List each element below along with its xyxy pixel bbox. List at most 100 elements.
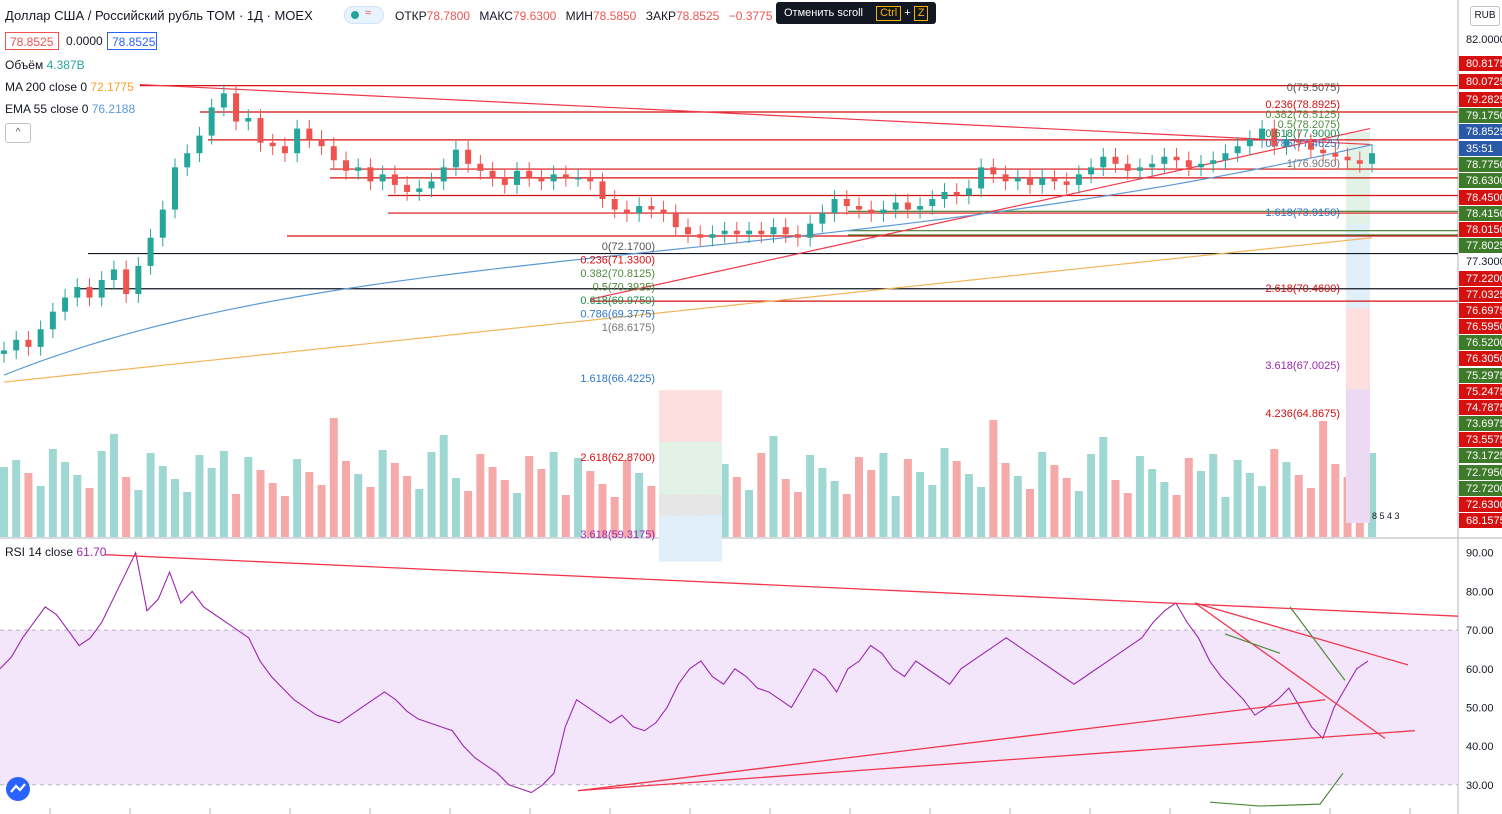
price-axis-label: 72.7950 — [1466, 467, 1502, 479]
market-status-pill[interactable]: ≈ — [344, 6, 384, 24]
volume-bar — [1245, 473, 1254, 537]
volume-bar — [720, 464, 729, 537]
bid-price-box[interactable]: 78.8525 — [5, 32, 59, 50]
ask-price-box[interactable]: 78.8525 — [107, 32, 157, 50]
price-axis-tag — [1459, 351, 1502, 366]
open-value: 78.7800 — [426, 9, 471, 23]
currency-button[interactable]: RUB — [1470, 6, 1500, 26]
candle-body — [1222, 153, 1229, 161]
candle-body — [1136, 167, 1143, 171]
volume-bar — [916, 472, 925, 537]
rsi-support-trendline — [577, 729, 1416, 792]
fib-right-label: 0.236(78.8925) — [1265, 99, 1340, 111]
spread-value: 0.0000 — [66, 34, 103, 48]
candle-body — [294, 128, 301, 154]
candle-body — [611, 199, 618, 210]
volume-bar — [280, 496, 289, 537]
approx-icon: ≈ — [365, 7, 372, 19]
ema-value: 76.2188 — [91, 102, 136, 116]
volume-bar — [134, 490, 143, 537]
volume-bar — [806, 455, 815, 537]
volume-bar — [537, 469, 546, 537]
volume-bar — [513, 493, 521, 537]
volume-bar — [635, 473, 644, 537]
volume-bar — [1087, 454, 1096, 537]
candle-body — [831, 199, 838, 214]
price-axis-label: 78.4500 — [1466, 192, 1502, 204]
price-axis-label: 72.6300 — [1466, 499, 1502, 511]
rsi-axis-label: 70.00 — [1466, 625, 1494, 637]
volume-bar — [390, 463, 399, 537]
volume-bar — [964, 474, 973, 537]
volume-bar — [427, 452, 436, 537]
volume-bar — [830, 481, 839, 537]
price-axis-tag — [1459, 481, 1502, 496]
candle-body — [575, 177, 582, 180]
candle-body — [1332, 153, 1339, 157]
volume-bar — [1258, 486, 1267, 537]
ma-indicator-legend[interactable]: MA 200 close 0 72.1775 — [5, 80, 134, 94]
rsi-legend[interactable]: RSI 14 close 61.70 — [5, 545, 106, 559]
ma-label: MA 200 close 0 — [5, 80, 88, 94]
price-axis-label: 73.6975 — [1466, 418, 1502, 430]
volume-bar — [757, 453, 766, 537]
ema-55-line — [3, 144, 1373, 376]
volume-bar — [1233, 460, 1242, 537]
volume-bar — [317, 485, 326, 537]
ema-indicator-legend[interactable]: EMA 55 close 0 76.2188 — [5, 102, 135, 116]
price-axis-tag — [1459, 416, 1502, 431]
candle-body — [1075, 174, 1082, 185]
candle-body — [856, 206, 862, 210]
collapse-legend-button[interactable]: ^ — [5, 123, 31, 143]
volume-bar — [85, 488, 94, 537]
volume-bar — [451, 478, 460, 537]
candle-body — [379, 174, 386, 182]
volume-bar — [1368, 453, 1376, 537]
candle-body — [1344, 156, 1351, 161]
price-axis-label: 76.3050 — [1466, 353, 1502, 365]
candle-body — [245, 118, 252, 122]
candle-body — [1161, 156, 1168, 164]
candle-body — [306, 128, 313, 140]
volume-bar — [73, 475, 82, 537]
volume-bar — [464, 491, 473, 537]
fib-left-label: 3.618(59.3175) — [580, 529, 655, 541]
candle-body — [1198, 163, 1204, 168]
price-axis-tag — [1459, 108, 1502, 123]
volume-bar — [61, 462, 70, 537]
volume-bar — [171, 479, 179, 537]
candle-body — [1149, 163, 1156, 168]
candle-body — [281, 146, 288, 154]
candle-body — [25, 339, 32, 347]
volume-bar — [1038, 452, 1047, 537]
candle-body — [550, 174, 557, 182]
candle-body — [355, 167, 362, 171]
candle-body — [1063, 181, 1070, 185]
tradingview-logo-icon[interactable] — [6, 777, 30, 801]
candle-body — [880, 209, 887, 214]
undo-scroll-tooltip[interactable]: Отменить scroll Ctrl + Z — [776, 2, 936, 24]
volume-bar — [818, 468, 827, 537]
volume-bar — [122, 477, 131, 537]
rsi-green-line-2 — [1289, 606, 1346, 681]
rsi-resistance-trendline — [104, 554, 1459, 617]
volume-bar — [1099, 437, 1108, 537]
volume-indicator-legend[interactable]: Объём 4.387B — [5, 58, 85, 72]
price-axis-tag — [1459, 497, 1502, 512]
candle-body — [1283, 139, 1290, 147]
candle-body — [1259, 128, 1266, 140]
candle-body — [135, 265, 142, 295]
candle-body — [74, 287, 81, 298]
price-axis-label: 68.1575 — [1466, 515, 1502, 527]
candle-body — [477, 163, 484, 171]
candle-body — [758, 230, 765, 235]
volume-bar — [500, 480, 509, 537]
symbol-title[interactable]: Доллар США / Российский рубль TOM · 1Д ·… — [5, 8, 317, 23]
candle-body — [1027, 177, 1033, 185]
close-label: ЗАКР — [645, 9, 676, 23]
market-open-dot-icon — [351, 11, 359, 19]
ema-label: EMA 55 close 0 — [5, 102, 89, 116]
volume-bar — [647, 486, 656, 537]
candle-body — [953, 191, 960, 196]
